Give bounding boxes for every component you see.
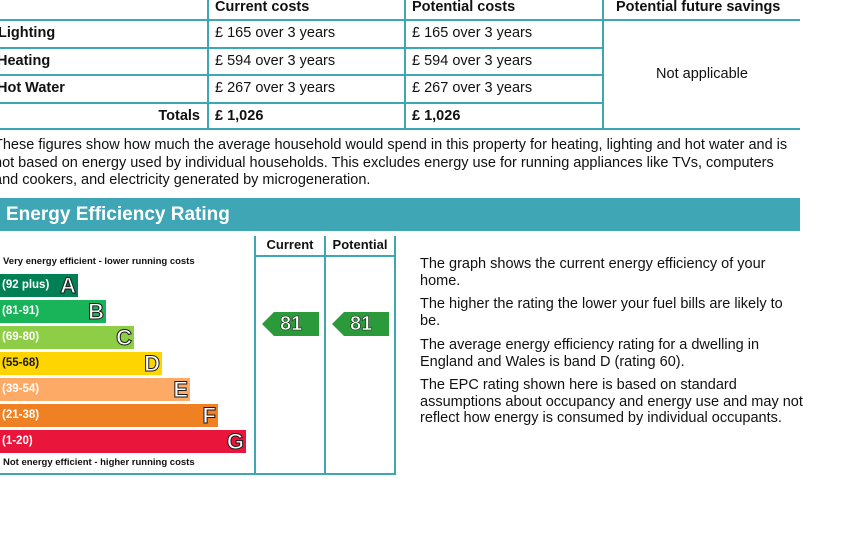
- rating-band-b: (81-91) B: [0, 299, 106, 325]
- chart-frame: [254, 255, 396, 257]
- table-divider: [0, 19, 800, 21]
- table-divider: [0, 102, 604, 104]
- band-letter: G: [226, 429, 244, 455]
- cell-potential: £ 594 over 3 years: [412, 53, 533, 69]
- row-label-hot-water: Hot Water: [0, 80, 65, 96]
- arrow-shape: [262, 312, 319, 336]
- totals-label: Totals: [158, 108, 200, 124]
- description-paragraph: The graph shows the current energy effic…: [420, 256, 766, 289]
- potential-rating-arrow: 81: [332, 312, 389, 336]
- caption-inefficient: Not energy efficient - higher running co…: [3, 457, 195, 468]
- running-costs-table: Current costs Potential costs Potential …: [0, 0, 800, 130]
- section-title: Energy Efficiency Rating: [6, 204, 230, 225]
- table-divider: [0, 74, 604, 76]
- description-paragraph: The EPC rating shown here is based on st…: [420, 377, 803, 426]
- description-paragraph: The average energy efficiency rating for…: [420, 337, 760, 370]
- total-potential: £ 1,026: [412, 108, 461, 124]
- arrow-shape: [332, 312, 389, 336]
- chart-frame: [0, 473, 396, 475]
- band-letter: C: [116, 325, 133, 351]
- band-letter: F: [202, 403, 216, 429]
- description-paragraph: The higher the rating the lower your fue…: [420, 296, 783, 329]
- band-letter: B: [88, 299, 105, 325]
- costs-explanation: These figures show how much the average …: [0, 137, 788, 188]
- band-letter: D: [144, 351, 161, 377]
- header-current-costs: Current costs: [215, 0, 310, 15]
- rating-band-f: (21-38) F: [0, 403, 218, 429]
- rating-band-d: (55-68) D: [0, 351, 162, 377]
- rating-band-a: (92 plus) A: [0, 273, 78, 299]
- band-range: (55-68): [2, 357, 40, 369]
- caption-efficient: Very energy efficient - lower running co…: [3, 256, 195, 267]
- band-letter: E: [173, 377, 189, 403]
- column-header-current: Current: [266, 237, 314, 252]
- row-label-lighting: Lighting: [0, 25, 56, 41]
- chart-frame: [254, 236, 256, 475]
- total-current: £ 1,026: [215, 108, 264, 124]
- cell-current: £ 594 over 3 years: [215, 53, 336, 69]
- cell-current: £ 267 over 3 years: [215, 80, 336, 96]
- table-divider: [207, 0, 209, 130]
- table-divider: [404, 0, 406, 130]
- rating-band-c: (69-80) C: [0, 325, 134, 351]
- table-divider: [0, 47, 604, 49]
- potential-rating-value: 81: [350, 313, 373, 336]
- rating-band-g: (1-20) G: [0, 429, 246, 455]
- chart-frame: [394, 236, 396, 475]
- band-letter: A: [60, 273, 77, 299]
- current-rating-arrow: 81: [262, 312, 319, 336]
- cell-potential: £ 267 over 3 years: [412, 80, 533, 96]
- band-range: (1-20): [2, 435, 33, 447]
- chart-frame: [324, 236, 326, 475]
- cell-current: £ 165 over 3 years: [215, 25, 336, 41]
- band-range: (81-91): [2, 305, 40, 317]
- column-header-potential: Potential: [332, 237, 388, 252]
- band-range: (69-80): [2, 331, 40, 343]
- band-range: (39-54): [2, 383, 40, 395]
- band-range: (92 plus): [2, 279, 50, 291]
- table-divider: [0, 128, 800, 130]
- band-range: (21-38): [2, 409, 40, 421]
- header-potential-costs: Potential costs: [412, 0, 516, 15]
- row-label-heating: Heating: [0, 53, 51, 69]
- section-banner: Energy Efficiency Rating: [0, 198, 800, 231]
- table-divider: [602, 0, 604, 130]
- cell-potential: £ 165 over 3 years: [412, 25, 533, 41]
- savings-value: Not applicable: [656, 66, 748, 82]
- header-potential-savings: Potential future savings: [616, 0, 781, 15]
- rating-band-e: (39-54) E: [0, 377, 190, 403]
- current-rating-value: 81: [280, 313, 303, 336]
